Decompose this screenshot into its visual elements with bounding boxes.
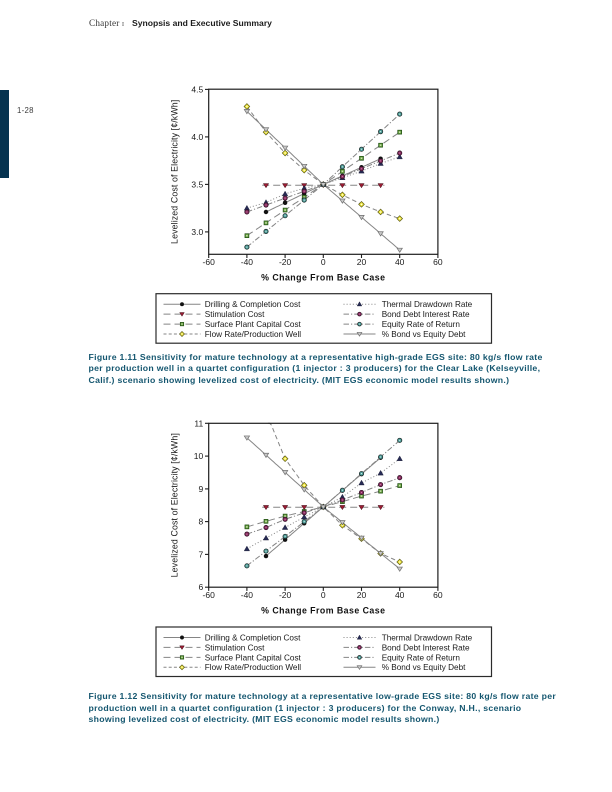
svg-text:60: 60 [433, 590, 443, 600]
svg-text:-40: -40 [241, 257, 254, 267]
svg-text:Equity Rate of Return: Equity Rate of Return [382, 653, 461, 662]
svg-text:Drilling & Completion Cost: Drilling & Completion Cost [205, 633, 301, 642]
svg-text:9: 9 [198, 484, 203, 494]
svg-text:10: 10 [194, 451, 204, 461]
svg-text:Thermal Drawdown Rate: Thermal Drawdown Rate [382, 633, 473, 642]
svg-text:Flow Rate/Production Well: Flow Rate/Production Well [205, 663, 301, 672]
svg-text:11: 11 [194, 418, 203, 428]
svg-text:3.0: 3.0 [191, 227, 203, 237]
svg-text:% Change From Base Case: % Change From Base Case [261, 273, 385, 283]
svg-text:Equity Rate of Return: Equity Rate of Return [382, 320, 461, 329]
svg-text:4.0: 4.0 [191, 132, 203, 142]
svg-text:Surface Plant Capital Cost: Surface Plant Capital Cost [205, 653, 302, 662]
svg-text:-40: -40 [241, 590, 254, 600]
svg-text:Stimulation Cost: Stimulation Cost [205, 643, 265, 652]
svg-text:-20: -20 [279, 590, 292, 600]
svg-text:-60: -60 [203, 257, 216, 267]
svg-text:40: 40 [395, 257, 405, 267]
svg-text:Levelized Cost of Electricity: Levelized Cost of Electricity [¢/kWh] [170, 100, 180, 244]
svg-text:% Bond vs Equity Debt: % Bond vs Equity Debt [382, 663, 466, 672]
svg-text:Drilling & Completion Cost: Drilling & Completion Cost [205, 300, 301, 309]
svg-text:8: 8 [198, 517, 203, 527]
svg-text:Bond Debt Interest Rate: Bond Debt Interest Rate [382, 310, 470, 319]
svg-text:20: 20 [357, 257, 367, 267]
svg-text:Flow Rate/Production Well: Flow Rate/Production Well [205, 330, 301, 339]
svg-text:6: 6 [198, 582, 203, 592]
svg-text:Stimulation Cost: Stimulation Cost [205, 310, 265, 319]
svg-text:20: 20 [357, 590, 367, 600]
svg-text:-20: -20 [279, 257, 292, 267]
svg-text:40: 40 [395, 590, 405, 600]
svg-text:Levelized Cost of Electricity: Levelized Cost of Electricity [¢/kWh] [170, 433, 180, 577]
svg-text:7: 7 [198, 549, 203, 559]
svg-text:60: 60 [433, 257, 443, 267]
svg-text:3.5: 3.5 [191, 179, 203, 189]
svg-text:Surface Plant Capital Cost: Surface Plant Capital Cost [205, 320, 302, 329]
svg-text:0: 0 [321, 590, 326, 600]
svg-text:% Change From Base Case: % Change From Base Case [261, 605, 385, 615]
svg-text:Thermal Drawdown Rate: Thermal Drawdown Rate [382, 300, 473, 309]
svg-text:-60: -60 [203, 590, 216, 600]
svg-text:% Bond vs Equity Debt: % Bond vs Equity Debt [382, 330, 466, 339]
svg-text:Bond Debt Interest Rate: Bond Debt Interest Rate [382, 643, 470, 652]
svg-text:4.5: 4.5 [191, 84, 203, 94]
svg-text:0: 0 [321, 257, 326, 267]
